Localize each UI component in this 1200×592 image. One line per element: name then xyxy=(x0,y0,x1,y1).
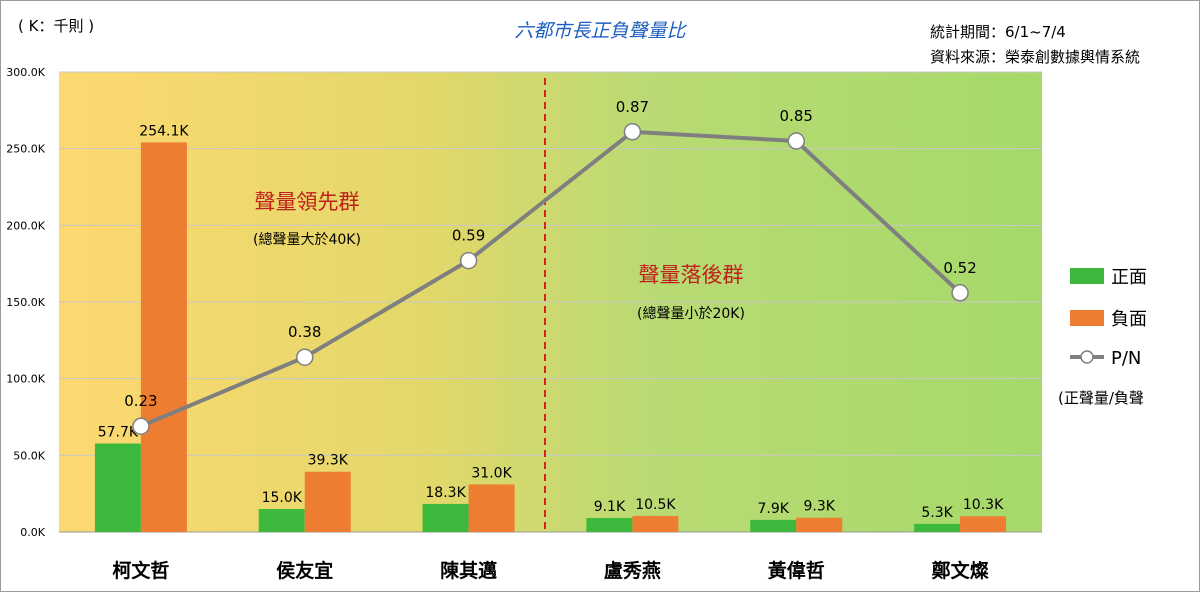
bar-value-labels: 57.7K 254.1K 15.0K 39.3K 18.3K 31.0K 9.1K 10.5K… xyxy=(98,123,1004,520)
legend: 正面 負面 P/N (正聲量/負聲 xyxy=(1058,267,1147,407)
unit-label: ( K：千則 ) xyxy=(18,17,94,35)
bar-label-positive: 9.1K xyxy=(594,499,626,515)
pn-value-label: 0.23 xyxy=(124,392,157,410)
pn-marker xyxy=(459,251,478,270)
y-tick-label: 0.0K xyxy=(20,526,45,539)
pn-value-label: 0.52 xyxy=(943,259,976,277)
x-category-label: 鄭文燦 xyxy=(931,559,990,582)
group1-subtitle: (總聲量大於40K) xyxy=(253,231,361,248)
group1-title: 聲量領先群 xyxy=(255,190,360,214)
pn-value-label: 0.87 xyxy=(616,98,649,116)
bar-negative xyxy=(796,517,843,532)
bar-label-negative: 254.1K xyxy=(139,123,189,139)
bar-label-positive: 18.3K xyxy=(425,485,466,501)
bar-positive xyxy=(914,523,961,532)
pn-value-label: 0.85 xyxy=(780,107,813,125)
x-category-label: 黃偉哲 xyxy=(768,559,825,582)
pn-marker xyxy=(787,132,805,150)
bar-label-negative: 10.5K xyxy=(635,497,676,513)
legend-label-negative: 負面 xyxy=(1111,309,1147,330)
source-label: 資料來源：榮泰創數據輿情系統 xyxy=(930,48,1140,66)
bar-label-positive: 7.9K xyxy=(758,501,790,517)
bar-negative xyxy=(632,515,679,532)
gridlines xyxy=(59,71,1042,533)
bar-label-positive: 57.7K xyxy=(98,425,139,441)
bar-label-negative: 10.3K xyxy=(963,497,1004,513)
y-tick-label: 200.0K xyxy=(6,219,45,232)
pn-value-label: 0.59 xyxy=(452,227,485,245)
bar-negative xyxy=(960,516,1007,532)
y-tick-label: 150.0K xyxy=(6,296,45,309)
bar-positive xyxy=(258,509,305,532)
y-axis-tick-labels: 0.0K 50.0K 100.0K 150.0K 200.0K 250.0K 300.0K xyxy=(6,66,45,539)
bar-label-positive: 5.3K xyxy=(921,505,953,521)
bar-negative xyxy=(468,484,515,532)
bar-positive xyxy=(586,518,633,532)
period-label: 統計期間：6/1~7/4 xyxy=(930,23,1066,41)
legend-marker-pn xyxy=(1080,350,1094,364)
bar-label-negative: 31.0K xyxy=(471,465,512,481)
legend-note: (正聲量/負聲 xyxy=(1058,389,1144,407)
bars xyxy=(94,142,1007,532)
pn-value-label: 0.38 xyxy=(288,323,321,341)
pn-marker xyxy=(132,417,150,435)
group2-title: 聲量落後群 xyxy=(639,263,744,287)
x-category-label: 陳其邁 xyxy=(440,560,497,582)
y-tick-label: 50.0K xyxy=(13,449,45,462)
pn-marker xyxy=(623,123,642,141)
bar-negative xyxy=(304,471,351,532)
y-tick-label: 250.0K xyxy=(6,143,45,156)
pn-line-series: 0.23 0.38 0.59 0.87 0.85 0.52 xyxy=(124,98,977,435)
bar-negative xyxy=(140,142,187,532)
bar-label-negative: 39.3K xyxy=(308,453,349,469)
bar-positive xyxy=(94,443,141,532)
chart-title: 六都市長正負聲量比 xyxy=(514,20,687,42)
x-axis-category-labels: 柯文哲 侯友宜 陳其邁 盧秀燕 黃偉哲 鄭文燦 xyxy=(112,559,989,582)
x-category-label: 盧秀燕 xyxy=(604,559,661,582)
pn-line xyxy=(140,129,962,429)
y-tick-label: 100.0K xyxy=(6,373,45,386)
bar-label-positive: 15.0K xyxy=(262,490,303,506)
legend-swatch-negative xyxy=(1070,310,1104,326)
pn-marker xyxy=(296,348,314,366)
x-category-label: 柯文哲 xyxy=(112,559,169,582)
x-category-label: 侯友宜 xyxy=(276,559,333,582)
legend-label-positive: 正面 xyxy=(1111,267,1147,288)
bar-label-negative: 9.3K xyxy=(804,499,836,515)
bar-positive xyxy=(750,519,797,532)
legend-swatch-positive xyxy=(1070,268,1104,284)
pn-marker xyxy=(951,284,969,302)
bar-positive xyxy=(422,503,469,532)
group2-subtitle: (總聲量小於20K) xyxy=(637,305,745,322)
legend-label-pn: P/N xyxy=(1111,348,1141,369)
y-tick-label: 300.0K xyxy=(6,66,45,79)
